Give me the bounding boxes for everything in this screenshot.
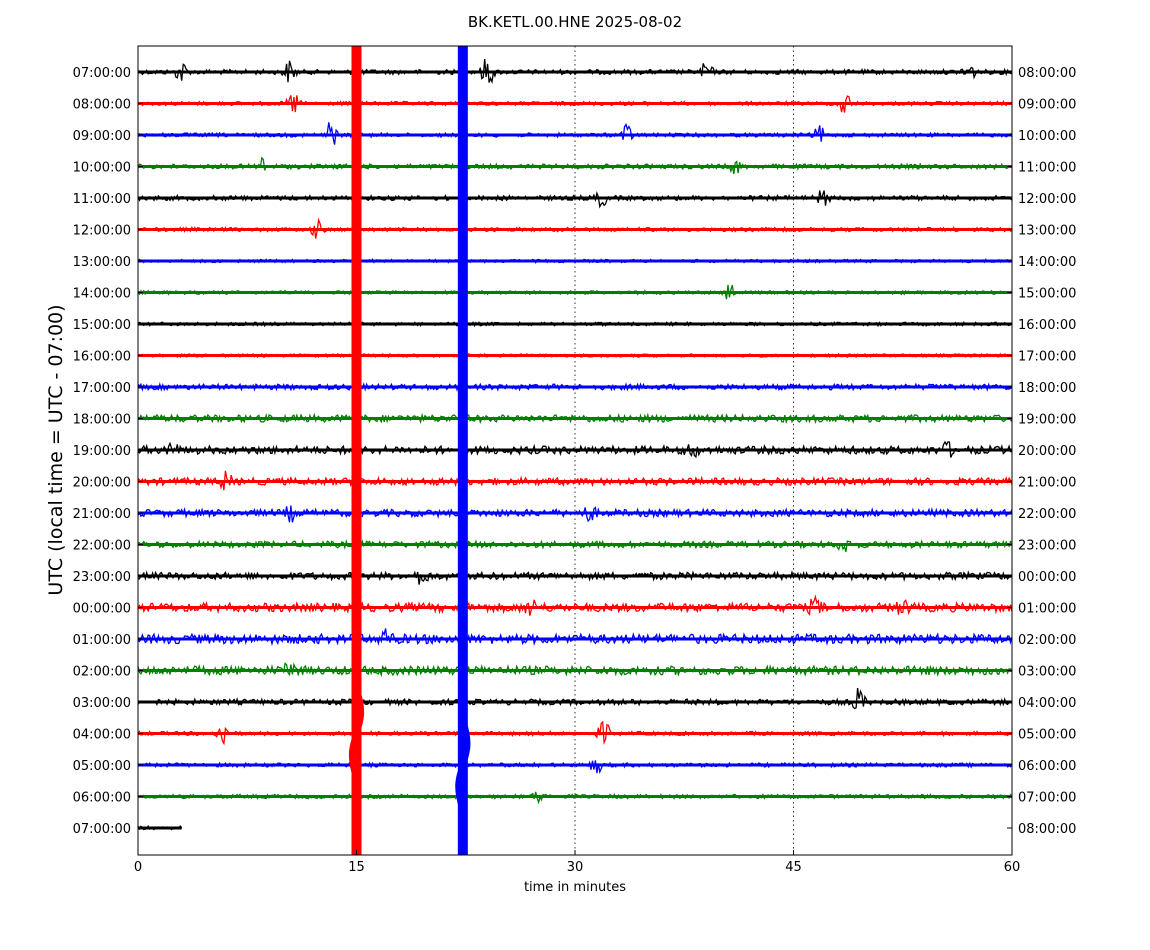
x-tick-label: 0: [134, 860, 142, 875]
left-time-label: 20:00:00: [73, 476, 131, 491]
large-event-band: [351, 46, 362, 855]
right-time-label: 05:00:00: [1018, 728, 1076, 743]
left-time-label: 06:00:00: [73, 791, 131, 806]
left-time-label: 22:00:00: [73, 539, 131, 554]
right-time-label: 14:00:00: [1018, 255, 1076, 270]
left-time-label: 19:00:00: [73, 444, 131, 459]
x-tick-label: 30: [567, 860, 584, 875]
right-time-label: 00:00:00: [1018, 570, 1076, 585]
chart-title: BK.KETL.00.HNE 2025-08-02: [468, 13, 682, 31]
right-time-label: 23:00:00: [1018, 539, 1076, 554]
right-time-label: 22:00:00: [1018, 507, 1076, 522]
left-time-label: 07:00:00: [73, 822, 131, 837]
right-time-label: 15:00:00: [1018, 287, 1076, 302]
right-time-label: 19:00:00: [1018, 413, 1076, 428]
left-time-label: 12:00:00: [73, 224, 131, 239]
right-time-label: 09:00:00: [1018, 98, 1076, 113]
left-time-label: 01:00:00: [73, 633, 131, 648]
y-axis-label: UTC (local time = UTC - 07:00): [45, 304, 67, 595]
right-time-label: 21:00:00: [1018, 476, 1076, 491]
left-time-label: 14:00:00: [73, 287, 131, 302]
trace-line: [137, 628, 1013, 647]
x-tick-label: 45: [785, 860, 802, 875]
x-tick-label: 15: [348, 860, 365, 875]
right-time-label: 20:00:00: [1018, 444, 1076, 459]
left-time-label: 07:00:00: [73, 66, 131, 81]
trace-line: [137, 688, 1012, 710]
right-time-label: 13:00:00: [1018, 224, 1076, 239]
left-time-label: 08:00:00: [73, 98, 131, 113]
left-time-label: 10:00:00: [73, 161, 131, 176]
right-time-labels: 08:00:00 09:00:00 10:00:00 11:00:00 12:00:00…: [1007, 66, 1076, 837]
events-group: [349, 46, 471, 855]
left-time-label: 09:00:00: [73, 129, 131, 144]
left-time-label: 02:00:00: [73, 665, 131, 680]
right-time-label: 16:00:00: [1018, 318, 1076, 333]
right-time-label: 12:00:00: [1018, 192, 1076, 207]
right-time-label: 08:00:00: [1018, 822, 1076, 837]
right-time-label: 01:00:00: [1018, 602, 1076, 617]
right-time-label: 03:00:00: [1018, 665, 1076, 680]
left-time-label: 16:00:00: [73, 350, 131, 365]
right-time-label: 06:00:00: [1018, 759, 1076, 774]
right-time-label: 17:00:00: [1018, 350, 1076, 365]
traces-group: [137, 59, 1013, 831]
right-time-label: 18:00:00: [1018, 381, 1076, 396]
left-time-label: 11:00:00: [73, 192, 131, 207]
left-time-label: 18:00:00: [73, 413, 131, 428]
left-time-label: 05:00:00: [73, 759, 131, 774]
x-axis-label: time in minutes: [524, 880, 626, 895]
right-time-label: 08:00:00: [1018, 66, 1076, 81]
left-time-labels: 07:00:00 08:00:00 09:00:00 10:00:00 11:00:00…: [73, 66, 143, 837]
left-time-label: 15:00:00: [73, 318, 131, 333]
right-time-label: 10:00:00: [1018, 129, 1076, 144]
left-time-label: 17:00:00: [73, 381, 131, 396]
large-event-waveform: [349, 687, 364, 780]
large-event-band: [457, 46, 468, 855]
large-event-waveform: [455, 718, 471, 812]
right-time-label: 11:00:00: [1018, 161, 1076, 176]
x-tick-label: 60: [1004, 860, 1021, 875]
left-time-label: 00:00:00: [73, 602, 131, 617]
left-time-label: 13:00:00: [73, 255, 131, 270]
x-axis-ticks: 0 15 30 45 60: [134, 850, 1020, 875]
right-time-label: 02:00:00: [1018, 633, 1076, 648]
left-time-label: 21:00:00: [73, 507, 131, 522]
left-time-label: 04:00:00: [73, 728, 131, 743]
right-time-label: 04:00:00: [1018, 696, 1076, 711]
left-time-label: 23:00:00: [73, 570, 131, 585]
left-time-label: 03:00:00: [73, 696, 131, 711]
right-time-label: 07:00:00: [1018, 791, 1076, 806]
